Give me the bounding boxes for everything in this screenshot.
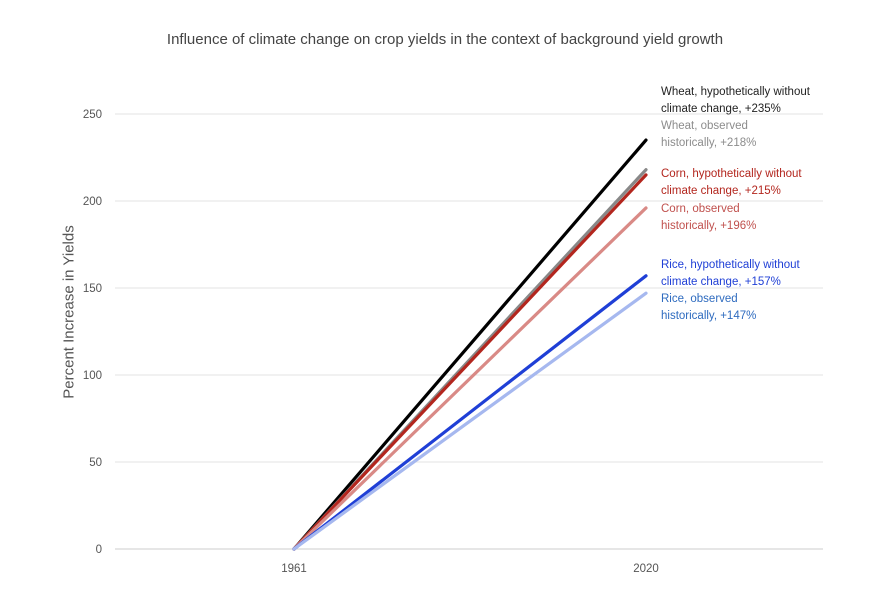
- annotation-wheat-hypothetical: Wheat, hypothetically without climate cha…: [661, 84, 810, 118]
- annotation-line: climate change, +235%: [661, 103, 781, 115]
- annotation-corn-observed: Corn, observed historically, +196%: [661, 201, 756, 235]
- gridlines: [115, 113, 823, 550]
- series-line-rice-observed: [292, 291, 648, 551]
- chart-title: Influence of climate change on crop yiel…: [166, 31, 724, 48]
- y-tick-label: 50: [89, 457, 102, 469]
- annotation-line: climate change, +215%: [661, 185, 781, 197]
- annotation-line: Corn, observed: [661, 203, 740, 215]
- y-tick-label: 100: [83, 370, 102, 382]
- annotation-line: Corn, hypothetically without: [661, 168, 802, 180]
- annotation-line: historically, +147%: [661, 310, 757, 322]
- annotation-rice-hypothetical: Rice, hypothetically without climate chan…: [661, 257, 800, 291]
- annotation-line: Rice, observed: [661, 293, 738, 305]
- series-lines: [292, 138, 648, 551]
- annotation-wheat-observed: Wheat, observed historically, +218%: [661, 118, 756, 152]
- annotation-rice-observed: Rice, observed historically, +147%: [661, 291, 756, 325]
- y-tick-label: 0: [96, 544, 102, 556]
- axis-ticks: 0 50 100 150 200 250 1961 2020: [83, 109, 659, 575]
- y-tick-label: 150: [83, 283, 102, 295]
- y-tick-label: 250: [83, 109, 102, 121]
- series-line-corn-observed: [292, 206, 648, 551]
- annotation-line: Rice, hypothetically without: [661, 259, 800, 271]
- annotation-line: historically, +218%: [661, 137, 757, 149]
- series-line-corn-hypothetical: [292, 173, 648, 551]
- annotation-line: Wheat, hypothetically without: [661, 86, 810, 98]
- annotation-line: historically, +196%: [661, 220, 757, 232]
- x-tick-label: 2020: [633, 563, 659, 575]
- annotation-line: Wheat, observed: [661, 120, 748, 132]
- annotation-line: climate change, +157%: [661, 276, 781, 288]
- series-line-rice-hypothetical: [292, 274, 648, 551]
- x-tick-label: 1961: [281, 563, 307, 575]
- series-line-wheat-hypothetical: [292, 138, 648, 551]
- annotation-corn-hypothetical: Corn, hypothetically without climate chan…: [661, 166, 802, 200]
- y-tick-label: 200: [83, 196, 102, 208]
